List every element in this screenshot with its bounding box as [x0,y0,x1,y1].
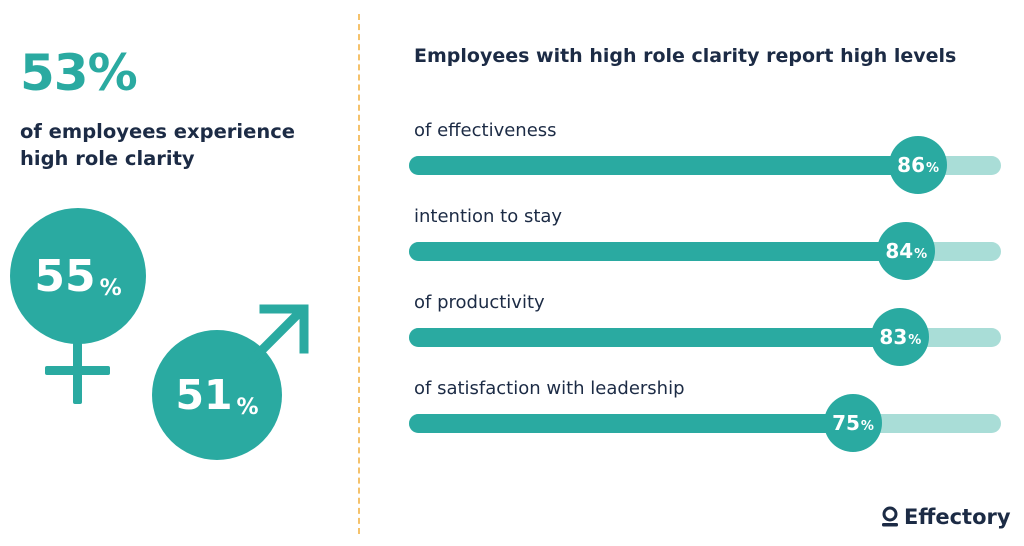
female-symbol-crossbar [45,366,110,375]
bar-label-of-effectiveness: of effectiveness [414,120,557,141]
bar-value-label: 83 [879,325,908,349]
effectory-logo-text: Effectory [904,505,1011,529]
bar-value-label: 84 [885,239,914,263]
effectory-logo-icon [882,506,898,527]
bar-of-productivity [409,328,901,347]
bar-value-unit: % [860,418,874,434]
chart-title: Employees with high role clarity report … [414,45,957,67]
bar-value-unit: % [926,160,940,176]
bar-value-label: 86 [897,153,926,177]
bar-value-unit: % [914,246,928,262]
female-percent-sign: % [99,275,122,301]
bar-label-intention-to-stay: intention to stay [414,206,563,227]
female-circle: 55% [10,208,146,344]
bar-value-badge-of-productivity: 83% [871,308,930,366]
bar-value-badge-of-satisfaction-with-leadership: 75% [824,394,882,452]
dashed-divider [358,14,360,534]
male-percent-sign: % [236,394,259,420]
bar-value-unit: % [908,332,922,348]
headline-percentage: 53% [20,44,138,102]
bar-value-badge-intention-to-stay: 84% [877,222,936,280]
male-arrow-icon [248,304,309,364]
bar-of-satisfaction-with-leadership [409,414,853,433]
bar-of-effectiveness [409,156,919,175]
bar-value-label: 75 [832,411,860,435]
bar-label-of-productivity: of productivity [414,292,545,313]
bar-value-badge-of-effectiveness: 86% [889,136,948,194]
bar-intention-to-stay [409,242,907,261]
headline-text: of employees experience high role clarit… [20,120,295,170]
female-value: 55 [34,250,96,302]
male-value: 51 [175,371,233,419]
bar-label-of-satisfaction-with-leadership: of satisfaction with leadership [414,378,685,399]
effectory-logo: Effectory [880,505,1011,529]
